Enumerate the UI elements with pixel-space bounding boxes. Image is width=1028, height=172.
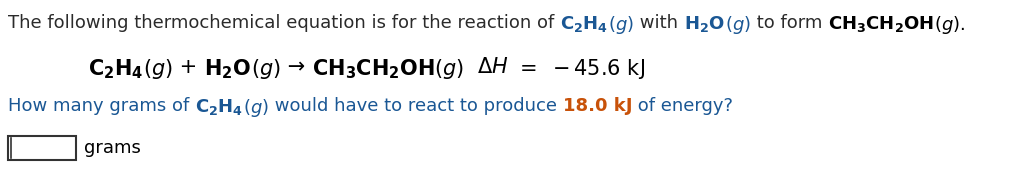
Text: $\mathbf{CH_3CH_2OH}$: $\mathbf{CH_3CH_2OH}$: [311, 57, 435, 81]
Text: $(g)$: $(g)$: [435, 57, 465, 81]
Text: $\mathbf{C_2H_4}$: $\mathbf{C_2H_4}$: [560, 14, 609, 34]
Text: $\mathbf{CH_3CH_2OH}$: $\mathbf{CH_3CH_2OH}$: [828, 14, 933, 34]
Text: $\mathbf{H_2O}$: $\mathbf{H_2O}$: [205, 57, 251, 81]
Text: $(g)$: $(g)$: [609, 14, 634, 36]
Text: $\Delta H$: $\Delta H$: [465, 57, 509, 77]
Text: $=\ -45.6\ \mathrm{kJ}$: $=\ -45.6\ \mathrm{kJ}$: [509, 57, 645, 81]
Text: with: with: [634, 14, 684, 32]
Text: $(g)$: $(g)$: [725, 14, 750, 36]
Text: 18.0 kJ: 18.0 kJ: [562, 97, 632, 115]
Text: $\mathbf{C_2H_4}$: $\mathbf{C_2H_4}$: [88, 57, 144, 81]
Text: $\mathbf{H_2O}$: $\mathbf{H_2O}$: [684, 14, 725, 34]
Text: $(g)$: $(g)$: [251, 57, 281, 81]
Text: $(g)$: $(g)$: [144, 57, 174, 81]
FancyBboxPatch shape: [8, 136, 76, 160]
Text: to form: to form: [750, 14, 828, 32]
Text: →: →: [281, 57, 311, 77]
Text: How many grams of: How many grams of: [8, 97, 195, 115]
Text: The following thermochemical equation is for the reaction of: The following thermochemical equation is…: [8, 14, 560, 32]
Text: of energy?: of energy?: [632, 97, 733, 115]
Text: $(g).$: $(g).$: [933, 14, 965, 36]
Text: would have to react to produce: would have to react to produce: [269, 97, 562, 115]
Text: +: +: [174, 57, 205, 77]
Text: $(g)$: $(g)$: [243, 97, 269, 119]
Text: grams: grams: [84, 139, 141, 157]
Text: $\mathbf{C_2H_4}$: $\mathbf{C_2H_4}$: [195, 97, 243, 117]
